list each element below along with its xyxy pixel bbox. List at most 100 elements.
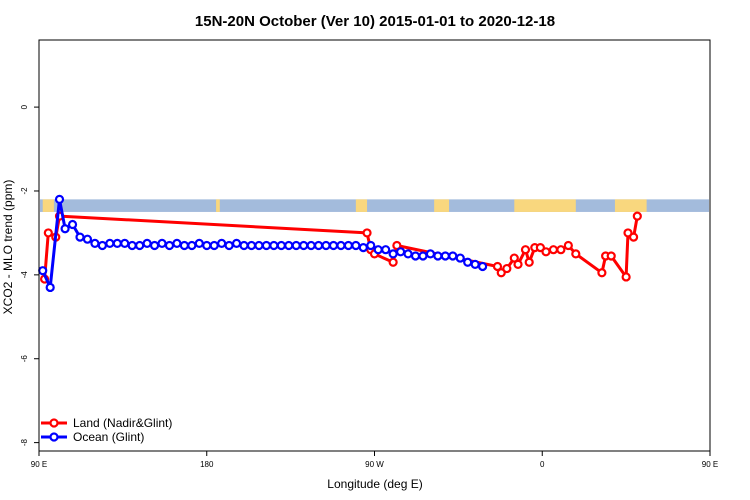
land-point xyxy=(388,257,398,267)
land-point xyxy=(513,259,523,269)
land-point xyxy=(392,240,402,251)
ocean-point xyxy=(358,242,368,253)
ocean-point xyxy=(82,234,93,244)
ocean-point xyxy=(463,257,473,267)
map-land-patch xyxy=(514,199,576,212)
x-tick-label: 180 xyxy=(200,460,214,469)
map-land-patch xyxy=(355,199,368,212)
ocean-point xyxy=(455,253,465,263)
ocean-point xyxy=(75,232,85,242)
land-point xyxy=(548,245,559,255)
legend-land-marker xyxy=(49,418,59,428)
ocean-point xyxy=(425,249,436,259)
land-point xyxy=(571,249,581,259)
ocean-point xyxy=(54,194,65,204)
legend-ocean-label: Ocean (Glint) xyxy=(73,430,144,444)
legend-ocean-marker xyxy=(49,432,59,442)
ocean-point xyxy=(97,240,107,251)
land-point xyxy=(597,268,607,278)
y-tick-label: -4 xyxy=(20,271,29,279)
land-point xyxy=(556,245,566,255)
map-land-patch xyxy=(434,199,450,212)
ocean-point xyxy=(112,238,122,249)
ocean-point xyxy=(269,240,279,251)
ocean-point xyxy=(351,240,361,251)
ocean-point xyxy=(224,240,234,251)
ocean-point xyxy=(261,240,271,251)
chart-title: 15N-20N October (Ver 10) 2015-01-01 to 2… xyxy=(195,13,555,30)
ocean-point xyxy=(127,240,137,251)
ocean-point xyxy=(403,249,413,259)
map-land-patch xyxy=(42,199,54,212)
land-point xyxy=(492,261,503,272)
world-map-strip xyxy=(40,199,709,212)
land-point xyxy=(606,251,616,261)
ocean-point xyxy=(187,240,197,251)
ocean-point xyxy=(395,247,406,257)
ocean-point xyxy=(135,240,145,251)
ocean-point xyxy=(142,238,152,249)
x-tick-label: 90 E xyxy=(31,460,47,469)
legend-land-label: Land (Nadir&Glint) xyxy=(73,416,172,430)
y-tick-label: -6 xyxy=(20,355,29,363)
x-tick-label: 90 W xyxy=(365,460,384,469)
ocean-point xyxy=(478,261,488,272)
ocean-point xyxy=(60,224,70,234)
ocean-point xyxy=(105,238,115,249)
ocean-point xyxy=(448,251,458,261)
ocean-point xyxy=(120,238,130,249)
ocean-point xyxy=(194,238,204,249)
map-land-patch xyxy=(216,199,220,212)
ocean-point xyxy=(291,240,301,251)
y-tick-label: -2 xyxy=(20,187,29,195)
land-point xyxy=(524,257,534,267)
ocean-point xyxy=(38,266,48,276)
land-point xyxy=(362,228,372,238)
ocean-point xyxy=(45,282,55,293)
ocean-point xyxy=(418,251,428,261)
land-point xyxy=(632,211,642,221)
x-tick-label: 90 E xyxy=(702,460,718,469)
ocean-series xyxy=(38,194,488,293)
map-land-patch xyxy=(614,199,647,212)
land-point xyxy=(502,263,512,274)
ocean-point xyxy=(410,251,421,261)
ocean-point xyxy=(343,240,354,251)
ocean-point xyxy=(336,240,346,251)
ocean-point xyxy=(202,240,212,251)
x-axis: 90 E 180 90 W 0 90 E xyxy=(31,451,718,469)
ocean-point xyxy=(67,219,78,230)
ocean-point xyxy=(470,259,480,269)
ocean-point xyxy=(254,240,264,251)
land-point xyxy=(520,245,531,255)
ocean-point xyxy=(328,240,339,251)
ocean-point xyxy=(172,238,182,249)
ocean-point xyxy=(373,245,383,255)
legend: Land (Nadir&Glint) Ocean (Glint) xyxy=(41,416,172,444)
y-tick-label: -8 xyxy=(20,439,29,447)
land-point xyxy=(509,253,519,263)
ocean-point xyxy=(321,240,331,251)
land-point xyxy=(621,272,631,282)
ocean-point xyxy=(433,251,443,261)
x-tick-label: 0 xyxy=(540,460,545,469)
ocean-point xyxy=(231,238,242,249)
ocean-point xyxy=(388,249,398,259)
ocean-point xyxy=(90,238,100,249)
ocean-point xyxy=(239,240,249,251)
ocean-point xyxy=(284,240,294,251)
land-point xyxy=(628,232,639,242)
ocean-point xyxy=(209,240,219,251)
x-axis-label: Longitude (deg E) xyxy=(327,477,422,491)
ocean-point xyxy=(217,238,227,249)
ocean-point xyxy=(381,245,391,255)
map-ocean-band xyxy=(40,199,709,212)
ocean-point xyxy=(440,251,450,261)
ocean-point xyxy=(313,240,324,251)
ocean-point xyxy=(149,240,160,251)
ocean-point xyxy=(246,240,257,251)
land-point xyxy=(563,240,573,251)
y-axis-label: XCO2 - MLO trend (ppm) xyxy=(1,180,15,315)
land-point xyxy=(43,228,53,238)
